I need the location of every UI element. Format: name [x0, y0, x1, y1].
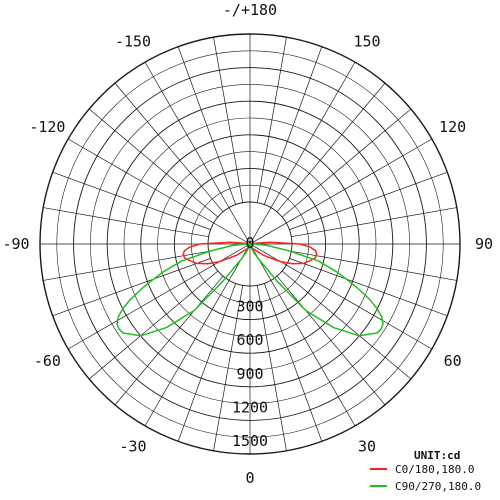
grid-spoke: [88, 270, 219, 380]
ring-label: 0: [245, 234, 254, 252]
grid-spoke: [281, 108, 412, 218]
ring-label: 1200: [232, 398, 268, 416]
series-line-1: [116, 243, 384, 337]
grid-spoke: [249, 243, 356, 427]
angle-label: -60: [34, 352, 61, 370]
angle-label: -30: [119, 438, 146, 456]
grid-spoke: [281, 270, 412, 380]
grid-spoke: [144, 243, 251, 427]
unit-label: UNIT:cd: [414, 449, 460, 462]
grid-spoke: [289, 171, 448, 230]
angle-label: 150: [353, 32, 380, 50]
grid-spoke: [213, 37, 244, 203]
angle-label: 90: [475, 235, 493, 253]
series-curves: [116, 241, 384, 337]
grid-spoke: [88, 108, 219, 218]
grid-spoke: [52, 171, 211, 230]
grid-spoke: [114, 82, 224, 213]
grid-spoke: [289, 258, 448, 317]
angle-label: 60: [444, 352, 462, 370]
angle-label: -120: [29, 118, 65, 136]
ring-label: 600: [236, 331, 263, 349]
grid-spoke: [249, 138, 433, 245]
grid-spoke: [276, 82, 386, 213]
legend-entry: C0/180,180.0: [395, 463, 474, 476]
legend: UNIT:cd C0/180,180.0 C90/270,180.0: [370, 449, 481, 493]
angle-label: 120: [439, 118, 466, 136]
angle-label: -/+180: [223, 1, 277, 19]
grid-spoke: [177, 283, 236, 442]
grid-spoke: [144, 61, 251, 245]
ring-label: 900: [236, 365, 263, 383]
ring-label: 300: [236, 298, 263, 316]
grid-spoke: [213, 285, 244, 451]
grid-spoke: [291, 250, 457, 281]
grid-spoke: [264, 283, 323, 442]
grid-spoke: [249, 61, 356, 245]
grid-spoke: [276, 275, 386, 406]
angle-label: 30: [358, 438, 376, 456]
axis-labels: -/+1801501209060300-30-60-90-120-1500300…: [2, 1, 493, 487]
grid-spoke: [256, 285, 287, 451]
angle-label: -90: [2, 235, 29, 253]
grid-spoke: [256, 37, 287, 203]
grid-spoke: [177, 46, 236, 205]
legend-entry: C90/270,180.0: [395, 480, 481, 493]
grid-spoke: [43, 250, 209, 281]
angle-label: 0: [245, 469, 254, 487]
grid-spoke: [291, 207, 457, 238]
ring-label: 1500: [232, 432, 268, 450]
grid-spoke: [264, 46, 323, 205]
grid-spoke: [43, 207, 209, 238]
grid-spoke: [114, 275, 224, 406]
grid-spoke: [52, 258, 211, 317]
grid-spoke: [67, 138, 251, 245]
angle-label: -150: [115, 32, 151, 50]
